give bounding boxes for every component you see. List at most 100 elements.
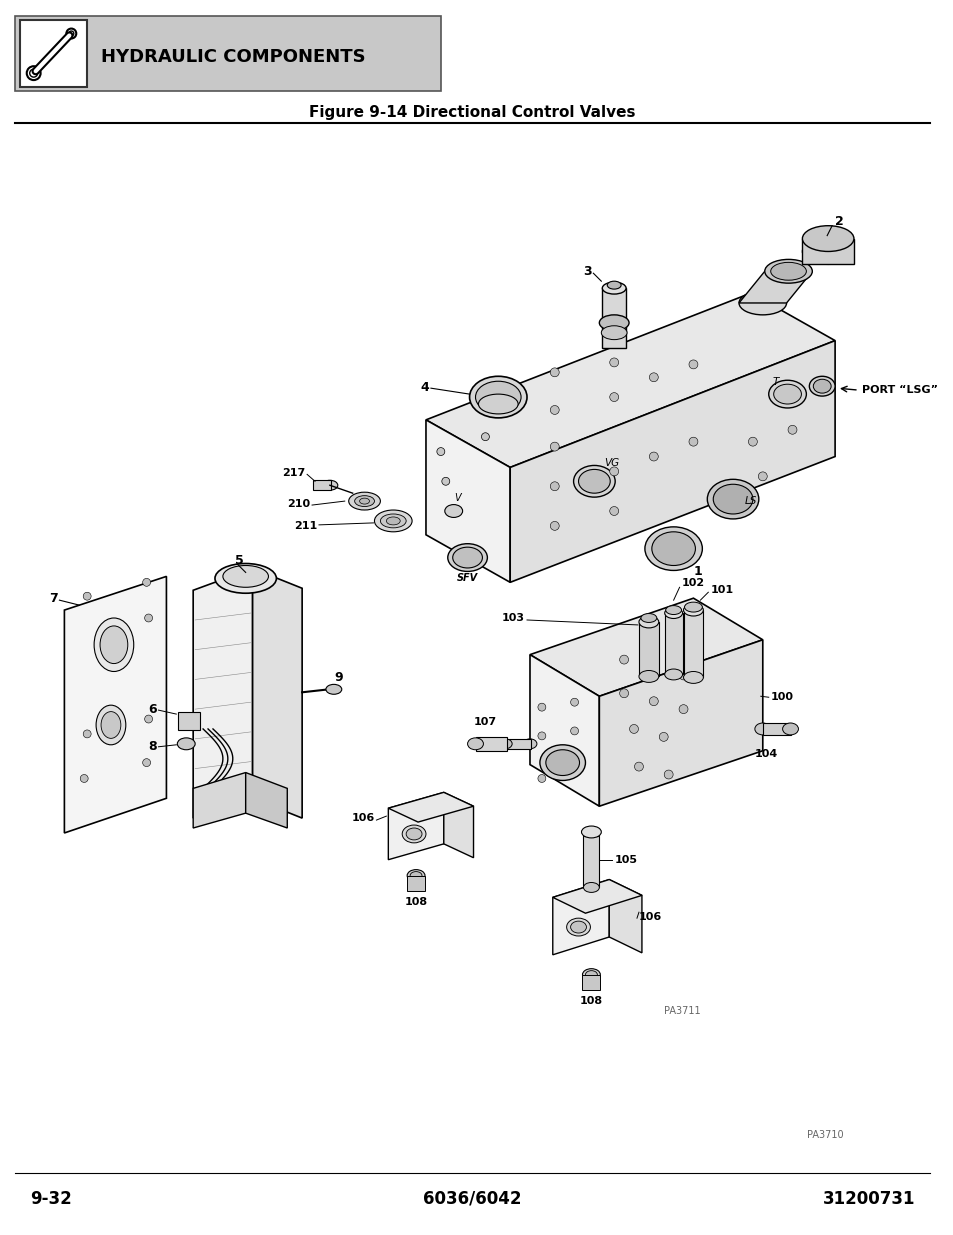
Text: 210: 210 — [287, 499, 310, 509]
Text: HYDRAULIC COMPONENTS: HYDRAULIC COMPONENTS — [101, 48, 365, 67]
Ellipse shape — [739, 291, 785, 315]
Ellipse shape — [453, 547, 482, 568]
Ellipse shape — [682, 604, 702, 616]
Ellipse shape — [407, 869, 424, 882]
Polygon shape — [552, 879, 641, 913]
Ellipse shape — [467, 737, 483, 750]
Ellipse shape — [566, 918, 590, 936]
Circle shape — [758, 472, 766, 480]
Text: 106: 106 — [351, 813, 375, 823]
Circle shape — [69, 31, 73, 36]
Ellipse shape — [545, 750, 578, 776]
Polygon shape — [426, 420, 510, 583]
Ellipse shape — [522, 739, 537, 748]
Ellipse shape — [101, 711, 121, 739]
Text: 103: 103 — [501, 613, 524, 622]
Circle shape — [629, 725, 638, 734]
Ellipse shape — [583, 883, 598, 893]
Ellipse shape — [96, 705, 126, 745]
Text: V: V — [454, 493, 460, 503]
Polygon shape — [193, 568, 253, 818]
Text: 7: 7 — [49, 592, 57, 605]
Circle shape — [143, 758, 151, 767]
Circle shape — [659, 732, 667, 741]
Circle shape — [649, 373, 658, 382]
Circle shape — [481, 432, 489, 441]
Text: 108: 108 — [404, 898, 427, 908]
Text: 5: 5 — [234, 555, 243, 567]
Ellipse shape — [754, 722, 770, 735]
Text: 6: 6 — [148, 703, 156, 715]
Text: 217: 217 — [281, 468, 305, 478]
Circle shape — [679, 705, 687, 714]
Circle shape — [688, 359, 698, 369]
Polygon shape — [598, 640, 762, 806]
Circle shape — [550, 482, 558, 490]
Ellipse shape — [386, 517, 400, 525]
Text: PORT “LSG”: PORT “LSG” — [861, 385, 937, 395]
Circle shape — [609, 393, 618, 401]
Text: 2: 2 — [834, 215, 843, 228]
Ellipse shape — [326, 684, 341, 694]
Bar — [313, 480, 331, 490]
Polygon shape — [388, 793, 473, 823]
Ellipse shape — [598, 315, 628, 331]
Ellipse shape — [573, 466, 615, 498]
Text: 104: 104 — [754, 748, 778, 758]
Circle shape — [787, 425, 796, 435]
Circle shape — [619, 689, 628, 698]
Ellipse shape — [410, 872, 421, 879]
Bar — [20, 20, 87, 86]
Ellipse shape — [581, 826, 600, 837]
Bar — [505, 739, 531, 748]
Circle shape — [537, 732, 545, 740]
Text: 9-32: 9-32 — [30, 1189, 71, 1208]
Text: 1: 1 — [693, 566, 701, 578]
Circle shape — [550, 521, 558, 530]
Ellipse shape — [773, 384, 801, 404]
Ellipse shape — [406, 827, 421, 840]
Bar — [178, 713, 200, 730]
Polygon shape — [609, 879, 641, 953]
Text: LS: LS — [744, 496, 757, 506]
Bar — [582, 974, 599, 990]
Circle shape — [27, 67, 41, 80]
Ellipse shape — [177, 737, 195, 750]
Ellipse shape — [651, 532, 695, 566]
Circle shape — [609, 358, 618, 367]
Ellipse shape — [639, 616, 659, 627]
Text: Figure 9-14 Directional Control Valves: Figure 9-14 Directional Control Valves — [309, 105, 635, 120]
Bar — [639, 622, 659, 677]
Circle shape — [688, 437, 698, 446]
Ellipse shape — [375, 510, 412, 532]
Text: VG: VG — [603, 458, 618, 468]
Ellipse shape — [478, 394, 517, 414]
Bar — [664, 613, 681, 674]
Ellipse shape — [607, 282, 620, 289]
Ellipse shape — [808, 377, 834, 396]
Ellipse shape — [644, 527, 701, 571]
Polygon shape — [510, 341, 834, 583]
Ellipse shape — [214, 563, 276, 593]
Ellipse shape — [223, 566, 268, 588]
Ellipse shape — [321, 480, 337, 490]
Circle shape — [649, 697, 658, 705]
Circle shape — [619, 655, 628, 664]
Text: 108: 108 — [579, 997, 602, 1007]
Circle shape — [679, 671, 687, 680]
Ellipse shape — [764, 259, 811, 283]
Ellipse shape — [600, 326, 626, 340]
Ellipse shape — [768, 380, 805, 408]
Ellipse shape — [469, 377, 526, 417]
Circle shape — [537, 774, 545, 783]
Bar — [407, 876, 424, 892]
Polygon shape — [443, 793, 473, 858]
Ellipse shape — [380, 514, 406, 527]
Ellipse shape — [359, 498, 369, 504]
Circle shape — [609, 467, 618, 475]
Ellipse shape — [684, 603, 701, 613]
Text: 105: 105 — [614, 855, 637, 864]
Circle shape — [83, 730, 91, 737]
Ellipse shape — [570, 921, 586, 932]
Circle shape — [441, 477, 449, 485]
